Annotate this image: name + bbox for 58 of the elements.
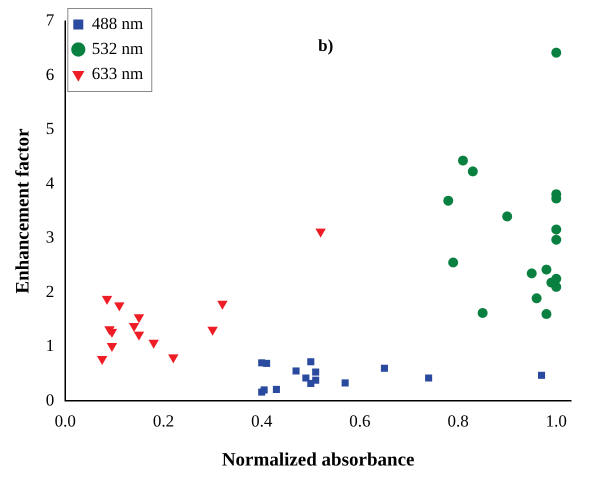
point: [551, 224, 562, 234]
point: [315, 228, 326, 238]
x-tick-label: 0.4: [251, 411, 273, 430]
point: [448, 258, 458, 268]
x-tick-label: 0.2: [152, 411, 174, 430]
legend-label: 488 nm: [92, 14, 144, 33]
point: [168, 354, 179, 364]
x-tick-label: 0.0: [54, 411, 76, 430]
point: [272, 386, 280, 393]
x-tick-label: 0.8: [447, 411, 469, 430]
point: [312, 376, 320, 384]
point: [128, 322, 140, 332]
point: [302, 374, 310, 382]
point: [134, 332, 144, 341]
point: [458, 156, 468, 166]
x-tick-label: 0.6: [349, 411, 371, 430]
legend-label: 633 nm: [92, 64, 144, 83]
point: [443, 196, 454, 206]
y-tick-label: 1: [46, 336, 54, 356]
legend-label: 532 nm: [92, 38, 144, 58]
y-tick-label: 6: [46, 64, 54, 84]
y-tick-label: 0: [46, 390, 54, 410]
point: [551, 282, 562, 292]
point: [538, 372, 546, 379]
x-tick-label: 1.0: [546, 411, 567, 430]
point: [526, 268, 537, 278]
y-axis-title: Enhancement factor: [12, 128, 34, 294]
point: [425, 374, 432, 382]
point: [541, 264, 552, 275]
y-tick-label: 5: [46, 119, 54, 138]
y-tick-label: 4: [46, 173, 55, 192]
point: [468, 166, 478, 176]
point: [551, 48, 562, 58]
point: [342, 379, 349, 386]
point: [260, 386, 268, 394]
point: [207, 326, 218, 336]
y-tick-label: 7: [46, 10, 55, 30]
x-axis-title: Normalized absorbance: [222, 450, 414, 471]
point: [307, 358, 314, 366]
point: [541, 309, 552, 320]
point: [292, 367, 300, 375]
point: [106, 343, 118, 352]
point: [102, 296, 112, 305]
point: [263, 360, 270, 367]
point: [134, 314, 144, 324]
point: [148, 340, 159, 349]
point: [551, 234, 562, 245]
point: [312, 368, 320, 376]
point: [380, 364, 388, 372]
annotation: b): [318, 36, 334, 56]
point: [478, 308, 488, 318]
point: [502, 211, 512, 222]
point: [114, 302, 125, 312]
y-tick-label: 2: [46, 282, 54, 301]
point: [217, 300, 228, 310]
point: [532, 293, 542, 304]
y-tick-label: 3: [46, 228, 54, 247]
point: [96, 356, 108, 366]
